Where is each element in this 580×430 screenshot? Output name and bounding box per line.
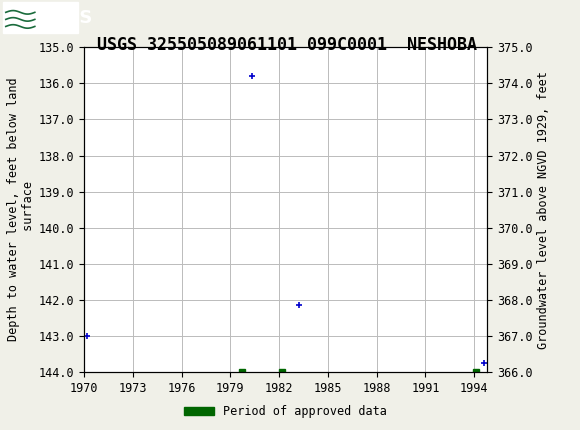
Legend: Period of approved data: Period of approved data [180,400,392,423]
Text: USGS: USGS [38,9,93,27]
Text: USGS 325505089061101 099C0001  NESHOBA: USGS 325505089061101 099C0001 NESHOBA [97,36,477,54]
Y-axis label: Groundwater level above NGVD 1929, feet: Groundwater level above NGVD 1929, feet [536,71,550,349]
Y-axis label: Depth to water level, feet below land
 surface: Depth to water level, feet below land su… [6,78,35,341]
Bar [3,2,78,34]
